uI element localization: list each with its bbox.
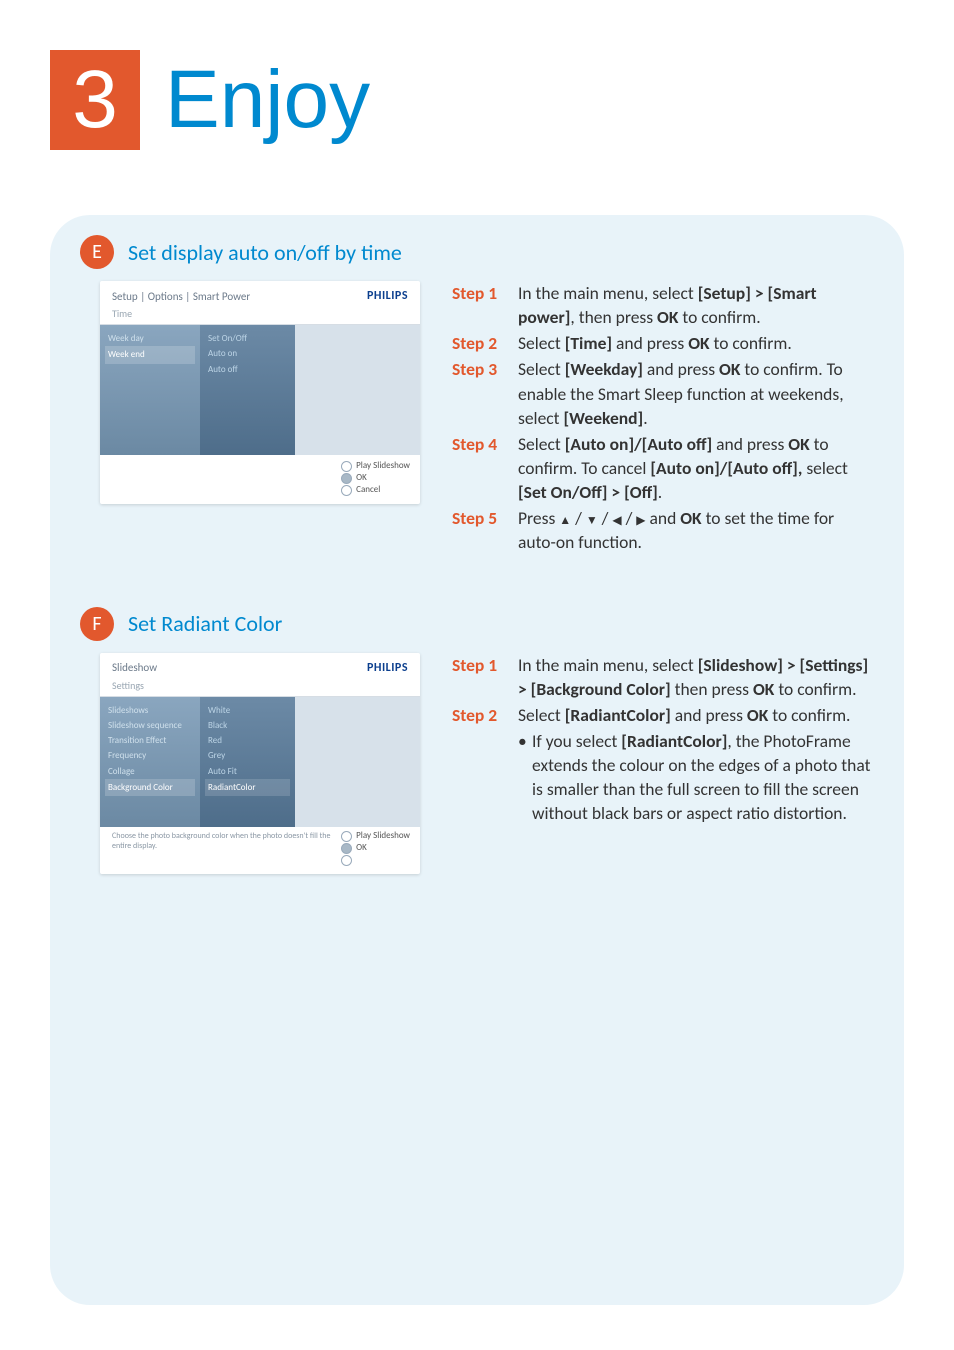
step-e-3: Step 3 Select [Weekday] and press OK to … (452, 357, 874, 429)
step-f-1-label: Step 1 (452, 653, 518, 677)
step-f-1: Step 1 In the main menu, select [Slidesh… (452, 653, 874, 701)
mock-e-footer-mid: OK (356, 473, 367, 484)
play-icon (341, 461, 352, 472)
mock-e-footer-top: Play Slideshow (356, 461, 410, 472)
page-title: Enjoy (165, 53, 370, 147)
ok-icon (341, 473, 352, 484)
mock-f-col2: White Black Red Grey Auto Fit RadiantCol… (200, 697, 295, 827)
section-e-letter: E (80, 235, 114, 269)
page-header: 3 Enjoy (0, 0, 954, 150)
mock-f-col1: Slideshows Slideshow sequence Transition… (100, 697, 200, 827)
step-f-bullet: • If you select [RadiantColor], the Phot… (452, 729, 874, 826)
section-f-left: F Set Radiant Color Slideshow PHILIPS Se… (80, 607, 430, 874)
mock-f-col2-1: Black (208, 718, 287, 733)
mock-f-col1-1: Slideshow sequence (108, 718, 192, 733)
mock-e-footer-bot: Cancel (356, 485, 380, 496)
mock-e-col2-1: Auto on (208, 346, 287, 361)
section-e: E Set display auto on/off by time Setup … (80, 235, 874, 557)
step-e-3-label: Step 3 (452, 357, 518, 381)
mock-f-col2-0: White (208, 703, 287, 718)
section-e-left: E Set display auto on/off by time Setup … (80, 235, 430, 504)
mock-e-col2-0: Set On/Off (208, 331, 287, 346)
mock-f-header: Slideshow PHILIPS (100, 653, 420, 679)
mock-f-col1-5: Background Color (105, 779, 195, 796)
step-e-1: Step 1 In the main menu, select [Setup] … (452, 281, 874, 329)
ok-icon (341, 843, 352, 854)
section-f-screenshot: Slideshow PHILIPS Settings Slideshows Sl… (100, 653, 420, 874)
mock-f-col1-2: Transition Effect (108, 733, 192, 748)
mock-f-col1-3: Frequency (108, 748, 192, 763)
mock-f-sub: Settings (100, 679, 420, 697)
content-panel: E Set display auto on/off by time Setup … (50, 215, 904, 1305)
section-f-steps: Step 1 In the main menu, select [Slidesh… (452, 607, 874, 826)
step-e-1-label: Step 1 (452, 281, 518, 305)
step-f-bullet-text: If you select [RadiantColor], the PhotoF… (532, 729, 874, 826)
mock-e-col1: Week day Week end (100, 325, 200, 455)
mock-f-col1-4: Collage (108, 764, 192, 779)
step-e-4-text: Select [Auto on]/[Auto off] and press OK… (518, 432, 874, 504)
step-f-2-label: Step 2 (452, 703, 518, 727)
mock-e-col1-1: Week end (105, 346, 195, 363)
section-e-header: E Set display auto on/off by time (80, 235, 430, 269)
mock-e-header: Setup | Options | Smart Power PHILIPS (100, 281, 420, 307)
step-e-4-label: Step 4 (452, 432, 518, 456)
mock-e-footer: Play Slideshow OK Cancel (100, 455, 420, 504)
mock-f-col2-3: Grey (208, 748, 287, 763)
section-f: F Set Radiant Color Slideshow PHILIPS Se… (80, 607, 874, 874)
mock-e-breadcrumb: Setup | Options | Smart Power (112, 290, 250, 303)
step-f-1-text: In the main menu, select [Slideshow] > [… (518, 653, 874, 701)
step-e-4: Step 4 Select [Auto on]/[Auto off] and p… (452, 432, 874, 504)
chapter-badge: 3 (50, 50, 140, 150)
mock-f-footer-top: Play Slideshow (356, 831, 410, 842)
mock-f-col2-2: Red (208, 733, 287, 748)
step-e-5: Step 5 Press ▲ / ▼ / ◀ / ▶ and OK to set… (452, 506, 874, 554)
cancel-icon (341, 485, 352, 496)
mock-f-breadcrumb: Slideshow (112, 661, 157, 674)
step-e-5-label: Step 5 (452, 506, 518, 530)
step-e-2-label: Step 2 (452, 331, 518, 355)
step-e-1-text: In the main menu, select [Setup] > [Smar… (518, 281, 874, 329)
mock-f-col2-5: RadiantColor (205, 779, 290, 796)
cancel-icon (341, 855, 352, 866)
step-e-5-text: Press ▲ / ▼ / ◀ / ▶ and OK to set the ti… (518, 506, 874, 554)
section-f-letter: F (80, 607, 114, 641)
philips-logo: PHILIPS (367, 661, 408, 675)
mock-f-col3 (295, 697, 420, 827)
section-e-title: Set display auto on/off by time (128, 239, 402, 266)
mock-e-sub: Time (100, 307, 420, 325)
step-f-2: Step 2 Select [RadiantColor] and press O… (452, 703, 874, 727)
mock-f-footer-mid: OK (356, 843, 367, 854)
section-e-steps: Step 1 In the main menu, select [Setup] … (452, 235, 874, 557)
mock-e-col2-2: Auto off (208, 362, 287, 377)
mock-f-col1-0: Slideshows (108, 703, 192, 718)
step-e-2-text: Select [Time] and press OK to confirm. (518, 331, 874, 355)
section-e-screenshot: Setup | Options | Smart Power PHILIPS Ti… (100, 281, 420, 504)
philips-logo: PHILIPS (367, 289, 408, 303)
mock-f-body: Slideshows Slideshow sequence Transition… (100, 697, 420, 827)
mock-e-body: Week day Week end Set On/Off Auto on Aut… (100, 325, 420, 455)
section-f-title: Set Radiant Color (128, 610, 282, 637)
mock-f-col2-4: Auto Fit (208, 764, 287, 779)
mock-e-col2: Set On/Off Auto on Auto off (200, 325, 295, 455)
bullet-icon: • (518, 729, 532, 826)
step-e-2: Step 2 Select [Time] and press OK to con… (452, 331, 874, 355)
section-f-header: F Set Radiant Color (80, 607, 430, 641)
mock-e-col1-0: Week day (108, 331, 192, 346)
step-e-3-text: Select [Weekday] and press OK to confirm… (518, 357, 874, 429)
mock-f-helper: Choose the photo background color when t… (112, 831, 341, 852)
step-f-2-text: Select [RadiantColor] and press OK to co… (518, 703, 874, 727)
play-icon (341, 831, 352, 842)
mock-e-col3 (295, 325, 420, 455)
